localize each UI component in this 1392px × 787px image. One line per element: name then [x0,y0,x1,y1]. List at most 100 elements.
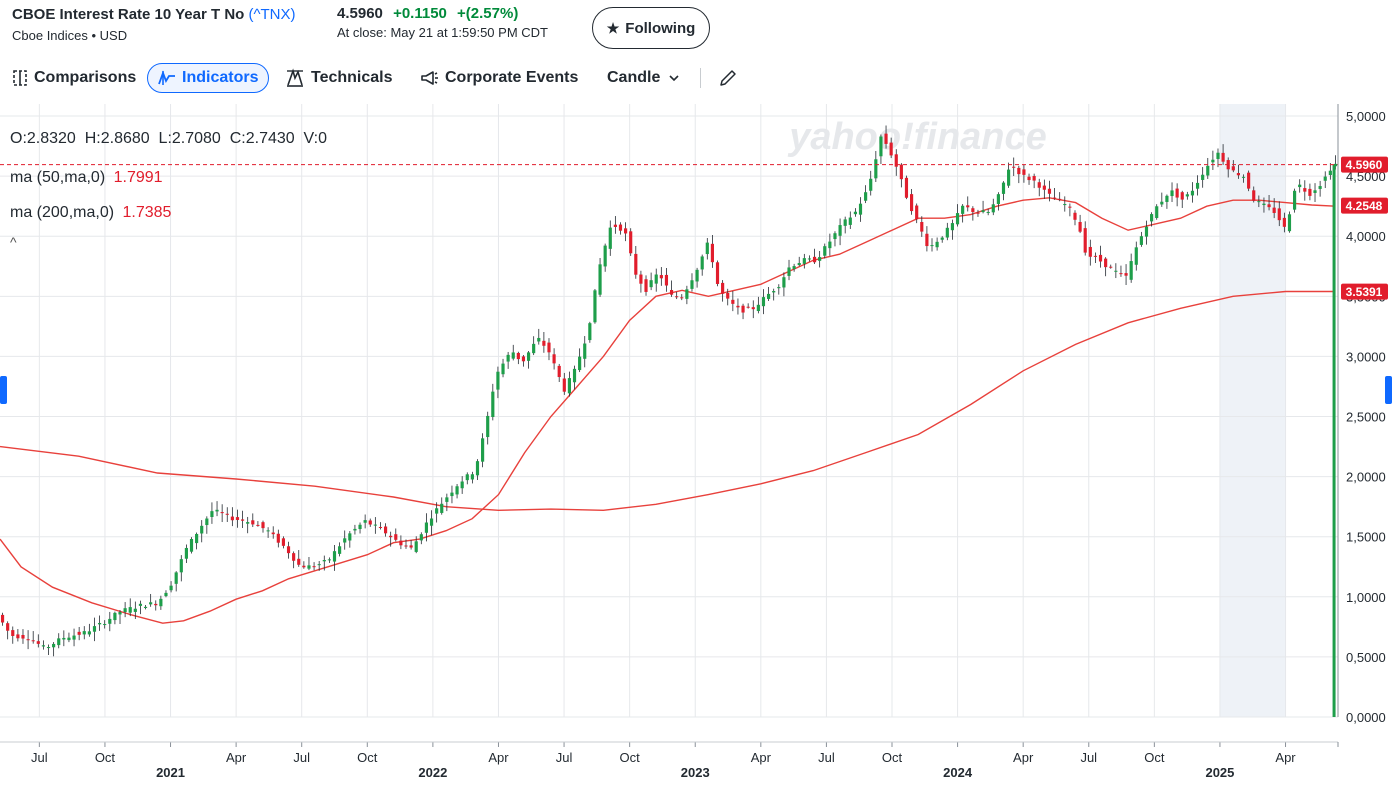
candle [807,258,812,260]
candle [909,194,914,212]
candle [1287,214,1292,232]
candle [986,211,990,213]
left-panel-toggle[interactable] [0,376,7,404]
candle [874,159,878,179]
candle [470,474,474,480]
candle [1134,247,1138,265]
candle [828,241,832,249]
candle [1150,214,1154,222]
candle [496,371,500,390]
candle [246,522,250,524]
candle [1104,258,1108,268]
candle [1139,236,1143,245]
y-tick-label: 0,5000 [1346,650,1386,665]
x-tick-label: Apr [488,750,509,765]
y-tick-label: 4,5000 [1346,169,1386,184]
candle [179,559,183,573]
candle [721,282,725,294]
candle [36,641,40,644]
candle [486,415,490,438]
candle [57,638,61,646]
candle [1328,170,1332,176]
candle [220,512,224,514]
candle [394,534,398,540]
x-tick-label: Jul [818,750,835,765]
candle [726,293,730,299]
right-panel-toggle[interactable] [1385,376,1392,404]
candle [1160,201,1164,205]
candle [1032,176,1036,181]
collapse-legend-icon[interactable]: ^ [10,234,17,250]
candle [501,363,505,375]
candle [1206,165,1210,176]
candle [1022,169,1026,175]
candle [281,538,286,546]
candle [460,481,464,489]
candle [1175,188,1179,198]
ma200-legend[interactable]: ma (200,ma,0) 1.7385 [10,204,171,222]
candle [613,224,617,227]
candle [572,368,577,383]
candle [118,611,122,615]
candle [450,492,454,497]
candle [302,565,306,568]
candle [664,274,669,286]
candle [629,231,633,254]
ma50-line [0,197,1336,624]
candle [138,603,143,606]
candle [440,503,444,513]
candle [700,256,704,270]
following-button[interactable]: ★ Following [592,7,710,49]
candle [915,205,919,220]
candle [368,520,372,525]
candle [1119,273,1123,275]
candle [1037,182,1041,188]
candle [205,518,209,526]
candle [133,608,137,612]
candle [1068,206,1072,208]
candle [1221,152,1225,162]
candle [404,545,408,547]
candle [113,612,117,621]
corporate-events-button[interactable]: Corporate Events [419,62,578,94]
ma50-legend[interactable]: ma (50,ma,0) 1.7991 [10,169,163,187]
candle [455,486,459,495]
candle [562,378,566,392]
chart-type-dropdown[interactable]: Candle [607,62,686,94]
y-tick-label: 1,5000 [1346,530,1386,545]
comparisons-label: Comparisons [34,69,137,86]
candle [46,647,51,649]
toolbar-divider [700,68,701,88]
candle [363,520,367,523]
megaphone-icon [421,71,438,85]
x-tick-label: Oct [882,750,903,765]
technicals-icon [287,68,303,87]
candle [256,524,260,526]
candle [297,558,301,565]
candle [950,223,955,231]
y-tick-label: 2,0000 [1346,470,1386,485]
price-chart[interactable]: yahoo!finance 0,0000 0,5000 1,0000 1,5000 2,… [0,104,1392,787]
candle [292,553,296,561]
technicals-button[interactable]: Technicals [285,62,393,94]
x-tick-label: 2025 [1205,765,1234,780]
candle [1247,172,1251,189]
price-tag-label: 4.2548 [1346,199,1383,213]
candle [864,192,868,201]
comparisons-button[interactable]: Comparisons [12,62,136,94]
x-tick-label: Jul [31,750,48,765]
candle [608,227,612,249]
candle [1298,184,1302,188]
ohlc-readout: O:2.8320 H:2.8680 L:2.7080 C:2.7430 V:0 [10,130,327,147]
candle [225,513,229,515]
candle [695,269,699,282]
candle [1201,174,1205,180]
draw-button[interactable] [718,62,744,94]
candle [649,280,653,288]
candle [1293,190,1297,210]
candle [767,293,771,299]
candle [746,306,750,308]
x-tick-label: Jul [556,750,573,765]
indicators-button[interactable]: Indicators [147,63,270,93]
candle [414,541,418,552]
